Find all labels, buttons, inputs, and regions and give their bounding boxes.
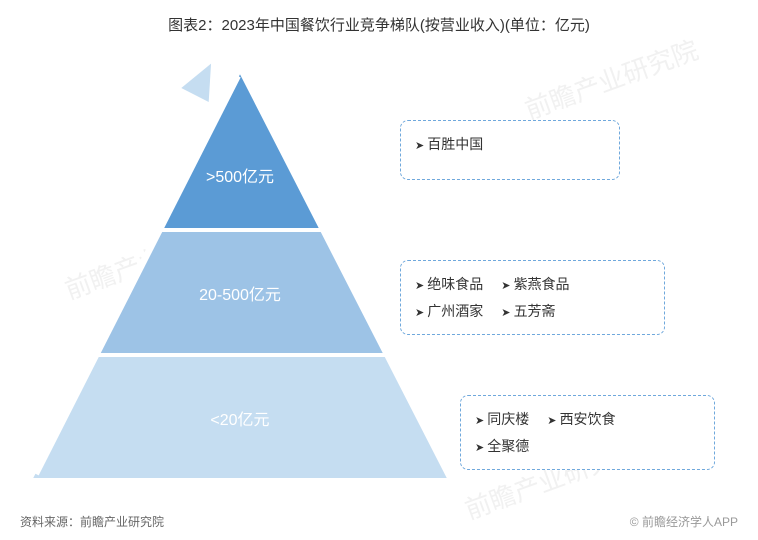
info-row: 绝味食品紫燕食品 bbox=[415, 271, 650, 298]
info-item: 广州酒家 bbox=[415, 298, 483, 325]
arrow-head-icon bbox=[181, 64, 211, 102]
info-box: 绝味食品紫燕食品广州酒家五芳斋 bbox=[400, 260, 665, 335]
info-item: 百胜中国 bbox=[415, 131, 483, 158]
info-item: 同庆楼 bbox=[475, 406, 529, 433]
pyramid-tier-label: 20-500亿元 bbox=[126, 281, 354, 305]
tier-label-text: >500亿元 bbox=[186, 163, 294, 187]
chart-canvas: 前瞻产业研究院前瞻产业研究院前瞻产业研究院 >500亿元20-500亿元<20亿… bbox=[0, 0, 758, 540]
pyramid-tier-label: <20亿元 bbox=[62, 406, 418, 430]
info-item: 紫燕食品 bbox=[501, 271, 569, 298]
tier-label-text: <20亿元 bbox=[62, 406, 418, 430]
info-item: 西安饮食 bbox=[547, 406, 615, 433]
info-box: 百胜中国 bbox=[400, 120, 620, 180]
info-row: 同庆楼西安饮食 bbox=[475, 406, 700, 433]
info-row: 全聚德 bbox=[475, 433, 700, 460]
copyright-label: 前瞻经济学人APP bbox=[630, 513, 738, 530]
info-row: 广州酒家五芳斋 bbox=[415, 298, 650, 325]
tier-label-text: 20-500亿元 bbox=[126, 281, 354, 305]
info-item: 绝味食品 bbox=[415, 271, 483, 298]
info-row: 百胜中国 bbox=[415, 131, 605, 158]
source-label: 资料来源：前瞻产业研究院 bbox=[20, 513, 164, 530]
pyramid-tier-label: >500亿元 bbox=[186, 163, 294, 187]
info-box: 同庆楼西安饮食全聚德 bbox=[460, 395, 715, 470]
info-item: 五芳斋 bbox=[501, 298, 555, 325]
pyramid-tier bbox=[158, 70, 322, 230]
info-item: 全聚德 bbox=[475, 433, 529, 460]
